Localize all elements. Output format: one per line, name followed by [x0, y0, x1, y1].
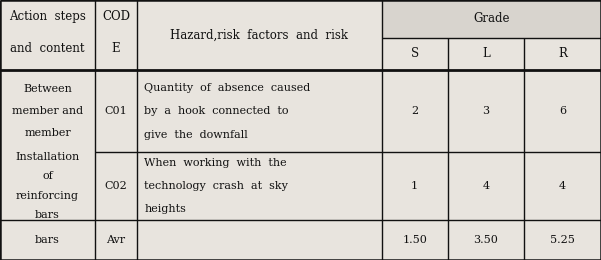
Text: Avr: Avr	[106, 235, 126, 245]
Text: bars: bars	[35, 235, 60, 245]
Text: technology  crash  at  sky: technology crash at sky	[144, 181, 288, 191]
Text: give  the  downfall: give the downfall	[144, 129, 248, 140]
Text: 4: 4	[483, 181, 489, 191]
Text: 1.50: 1.50	[402, 235, 427, 245]
Text: Hazard,risk  factors  and  risk: Hazard,risk factors and risk	[170, 29, 349, 42]
Text: Between: Between	[23, 84, 72, 94]
Text: 3: 3	[483, 106, 489, 116]
Text: C01: C01	[105, 106, 127, 116]
Text: 3.50: 3.50	[474, 235, 498, 245]
Text: of: of	[42, 171, 53, 181]
Text: S: S	[410, 47, 419, 61]
Text: member: member	[24, 128, 71, 138]
Text: 4: 4	[559, 181, 566, 191]
Text: Grade: Grade	[473, 12, 510, 25]
Text: heights: heights	[144, 204, 186, 214]
Text: 2: 2	[411, 106, 418, 116]
Text: bars: bars	[35, 210, 60, 220]
Text: Action  steps: Action steps	[9, 10, 86, 23]
Text: Quantity  of  absence  caused: Quantity of absence caused	[144, 83, 311, 93]
Text: COD: COD	[102, 10, 130, 23]
Text: member and: member and	[12, 106, 83, 116]
Text: 6: 6	[559, 106, 566, 116]
Text: and  content: and content	[10, 42, 85, 55]
Text: E: E	[112, 42, 120, 55]
Text: reinforcing: reinforcing	[16, 191, 79, 201]
Text: When  working  with  the: When working with the	[144, 158, 287, 167]
Text: 1: 1	[411, 181, 418, 191]
Bar	[382, 0, 601, 38]
Text: C02: C02	[105, 181, 127, 191]
Text: by  a  hook  connected  to: by a hook connected to	[144, 106, 288, 116]
Text: R: R	[558, 47, 567, 61]
Text: 5.25: 5.25	[550, 235, 575, 245]
Text: Installation: Installation	[16, 152, 79, 162]
Text: L: L	[482, 47, 490, 61]
